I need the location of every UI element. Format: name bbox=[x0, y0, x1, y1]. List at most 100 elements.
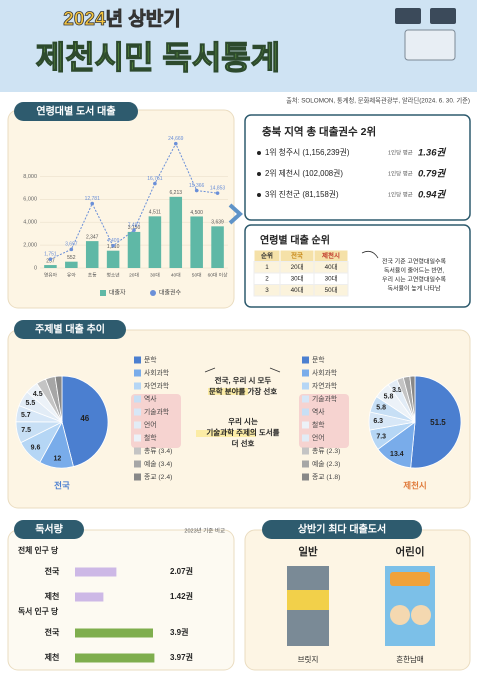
legend-swatch bbox=[302, 356, 309, 364]
legend-swatch bbox=[100, 290, 106, 296]
line bbox=[50, 142, 218, 260]
line-point bbox=[111, 243, 115, 248]
table-cell-text: 30대 bbox=[325, 274, 338, 282]
region-avg-label: 1인당 평균 bbox=[388, 149, 413, 156]
panel bbox=[244, 114, 471, 221]
section-title: 상반기 최다 대출도서 bbox=[298, 523, 386, 536]
bar-category: 전국 bbox=[45, 566, 60, 576]
region-avg-label: 1인당 평균 bbox=[388, 170, 413, 177]
slice-label: 7.3 bbox=[376, 433, 386, 440]
legend-swatch bbox=[302, 434, 309, 442]
pie-slice bbox=[54, 375, 63, 423]
y-tick-label: 8,000 bbox=[23, 174, 37, 180]
line-point bbox=[132, 228, 136, 233]
legend-label: 철학 bbox=[144, 433, 157, 442]
bar-label: 3,639 bbox=[211, 220, 224, 226]
x-tick-label: 50대 bbox=[192, 271, 202, 278]
line-label: 12,781 bbox=[85, 196, 101, 202]
book-cover bbox=[390, 605, 410, 625]
group-title: 독서 인구 당 bbox=[18, 606, 59, 616]
table-cell-text: 20대 bbox=[291, 263, 304, 271]
table-cell-text: 3 bbox=[265, 287, 269, 294]
x-tick-label: 60대 이상 bbox=[208, 271, 228, 278]
bar bbox=[75, 653, 155, 663]
bar-label: 3.97권 bbox=[170, 652, 193, 662]
legend-label: 역사 bbox=[312, 407, 325, 416]
section-pill bbox=[14, 320, 126, 339]
line-label: 7,497 bbox=[128, 223, 141, 229]
panel bbox=[7, 329, 471, 509]
slice-label: 5.7 bbox=[21, 412, 31, 419]
slice-label: 7.5 bbox=[21, 427, 31, 434]
pie-slice bbox=[410, 375, 462, 469]
decor bbox=[430, 8, 456, 24]
bar bbox=[106, 250, 120, 268]
legend-label: 종교 (2.4) bbox=[144, 473, 172, 481]
slice-label: 5.8 bbox=[376, 404, 386, 411]
region-avg: 1.36권 bbox=[418, 147, 446, 159]
table-cell-text: 1 bbox=[265, 264, 269, 271]
pie-caption: 제천시 bbox=[403, 480, 426, 490]
arrow bbox=[204, 367, 281, 373]
line-point bbox=[215, 191, 220, 195]
bar bbox=[148, 216, 162, 268]
book-group: 일반 bbox=[298, 545, 318, 558]
x-tick-label: 20대 bbox=[129, 271, 139, 278]
line-label: 15,366 bbox=[189, 183, 205, 189]
line-point bbox=[69, 247, 74, 252]
region-avg-label: 1인당 평균 bbox=[388, 191, 413, 198]
bar bbox=[190, 216, 203, 268]
y-tick-label: 2,000 bbox=[23, 243, 37, 249]
table-cell-text: 30대 bbox=[291, 274, 304, 282]
bar-label: 6,213 bbox=[170, 190, 183, 196]
legend-swatch bbox=[134, 473, 141, 481]
table-cell bbox=[313, 284, 349, 297]
legend-swatch bbox=[302, 460, 309, 468]
legend-label: 언어 bbox=[312, 433, 325, 442]
x-tick-label: 초등 bbox=[88, 272, 97, 278]
legend-label: 문학 bbox=[312, 355, 325, 364]
slice-label: 46 bbox=[80, 414, 89, 423]
pie-caption: 전국 bbox=[54, 480, 70, 490]
bar-label: 3.9권 bbox=[170, 627, 188, 637]
region-rank: 2위 제천시 (102,008권) bbox=[265, 168, 343, 178]
legend-swatch bbox=[302, 473, 309, 481]
ranking-note: 독서율이 높게 나타남 bbox=[387, 285, 440, 293]
legend-label: 기술과학 bbox=[144, 407, 169, 416]
legend-swatch bbox=[134, 460, 141, 468]
book-cover bbox=[287, 590, 329, 610]
legend-label: 자연과학 bbox=[312, 381, 337, 390]
bar bbox=[75, 567, 117, 577]
line-point bbox=[173, 141, 178, 146]
ranking-title: 연령별 대출 순위 bbox=[260, 234, 330, 247]
table-header: 전국 bbox=[291, 250, 303, 259]
highlight bbox=[131, 394, 181, 448]
legend-swatch bbox=[302, 382, 309, 390]
book-cover bbox=[390, 572, 430, 586]
line-label: 1,751 bbox=[44, 252, 57, 258]
bar-label: 4,511 bbox=[149, 210, 161, 216]
legend-swatch bbox=[134, 408, 141, 416]
slice-label: 5.5 bbox=[26, 400, 36, 407]
legend-label: 종교 (1.8) bbox=[312, 473, 340, 481]
legend-swatch bbox=[134, 447, 141, 455]
subject-note: 더 선호 bbox=[232, 438, 255, 448]
line-point bbox=[194, 188, 199, 193]
x-tick-label: 30대 bbox=[150, 271, 160, 278]
arrow bbox=[361, 250, 379, 259]
line-label: 4,409 bbox=[107, 238, 120, 244]
x-tick-label: 영유아 bbox=[44, 271, 58, 278]
bar bbox=[75, 628, 153, 638]
legend-swatch bbox=[302, 447, 309, 455]
highlight bbox=[196, 430, 256, 437]
bar-label: 2.07권 bbox=[170, 566, 193, 576]
legend-label: 자연과학 bbox=[144, 381, 169, 390]
x-tick-label: 40대 bbox=[171, 271, 181, 278]
subject-note: 우리 시는 bbox=[228, 416, 258, 426]
slice-label: 9.6 bbox=[31, 444, 41, 451]
y-tick-label: 6,000 bbox=[23, 197, 37, 203]
region-avg: 0.79권 bbox=[418, 168, 446, 180]
x-tick-label: 유아 bbox=[67, 271, 76, 278]
section-pill bbox=[14, 520, 84, 539]
